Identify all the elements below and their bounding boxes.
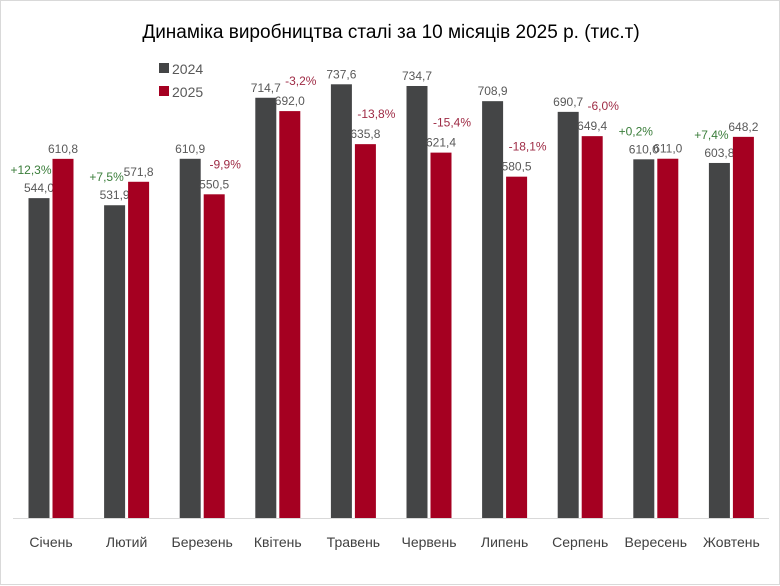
data-label-2025-5: 621,4 <box>426 136 456 150</box>
category-label-4: Травень <box>327 534 380 550</box>
change-label-0: +12,3% <box>10 163 51 177</box>
bar-2025-0 <box>52 158 74 518</box>
data-label-2024-4: 737,6 <box>326 67 356 81</box>
bar-2024-9 <box>708 162 730 518</box>
bar-2025-2 <box>203 194 225 518</box>
category-label-3: Квітень <box>254 534 302 550</box>
bar-2024-8 <box>633 159 655 518</box>
data-label-2024-6: 708,9 <box>478 84 508 98</box>
bar-2024-4 <box>330 84 352 518</box>
bar-2025-4 <box>354 144 376 518</box>
bar-2025-1 <box>128 181 150 518</box>
bar-2024-1 <box>104 205 126 518</box>
data-label-2025-3: 692,0 <box>275 94 305 108</box>
bar-2024-5 <box>406 85 428 518</box>
category-label-9: Жовтень <box>703 534 760 550</box>
data-label-2025-8: 611,0 <box>653 142 682 156</box>
data-label-2025-7: 649,4 <box>577 119 607 133</box>
data-label-2025-6: 580,5 <box>502 160 532 174</box>
bar-2024-0 <box>28 198 50 519</box>
category-label-5: Червень <box>402 534 457 550</box>
category-label-1: Лютий <box>106 534 147 550</box>
bar-2025-8 <box>657 158 679 518</box>
category-label-0: Січень <box>29 534 72 550</box>
change-label-6: -18,1% <box>509 140 547 154</box>
category-label-6: Липень <box>481 534 528 550</box>
data-label-2025-4: 635,8 <box>350 127 380 141</box>
data-label-2025-1: 571,8 <box>124 165 154 179</box>
data-label-2025-9: 648,2 <box>728 120 758 134</box>
category-label-7: Серпень <box>552 534 608 550</box>
bar-2025-7 <box>581 136 603 518</box>
change-label-3: -3,2% <box>285 74 317 88</box>
data-label-2024-3: 714,7 <box>251 81 281 95</box>
bar-2025-3 <box>279 111 301 518</box>
change-label-2: -9,9% <box>210 157 242 171</box>
bar-2025-9 <box>732 136 754 518</box>
data-label-2024-0: 544,0 <box>24 181 54 195</box>
legend-label-2025: 2025 <box>172 84 203 100</box>
bar-2025-5 <box>430 152 452 518</box>
data-label-2025-2: 550,5 <box>199 177 229 191</box>
data-label-2025-0: 610,8 <box>48 142 78 156</box>
chart-title: Динаміка виробництва сталі за 10 місяців… <box>142 22 639 43</box>
data-label-2024-9: 603,8 <box>704 146 734 160</box>
legend-swatch-2024 <box>159 63 169 73</box>
bar-2024-7 <box>557 111 579 518</box>
change-label-1: +7,5% <box>89 170 124 184</box>
change-label-7: -6,0% <box>588 99 620 113</box>
data-label-2024-1: 531,9 <box>100 188 130 202</box>
data-label-2024-8: 610,0 <box>629 142 659 156</box>
category-label-2: Березень <box>172 534 233 550</box>
change-label-4: -13,8% <box>357 107 395 121</box>
data-label-2024-2: 610,9 <box>175 142 205 156</box>
legend-label-2024: 2024 <box>172 61 203 77</box>
data-label-2024-7: 690,7 <box>553 95 583 109</box>
data-label-2024-5: 734,7 <box>402 69 432 83</box>
legend-swatch-2025 <box>159 86 169 96</box>
category-label-8: Вересень <box>625 534 688 550</box>
change-label-8: +0,2% <box>619 124 654 138</box>
bar-2024-3 <box>255 97 277 518</box>
bar-2025-6 <box>506 176 528 518</box>
change-label-9: +7,4% <box>694 128 729 142</box>
bar-2024-6 <box>482 101 504 518</box>
bar-2024-2 <box>179 158 201 518</box>
change-label-5: -15,4% <box>433 116 471 130</box>
